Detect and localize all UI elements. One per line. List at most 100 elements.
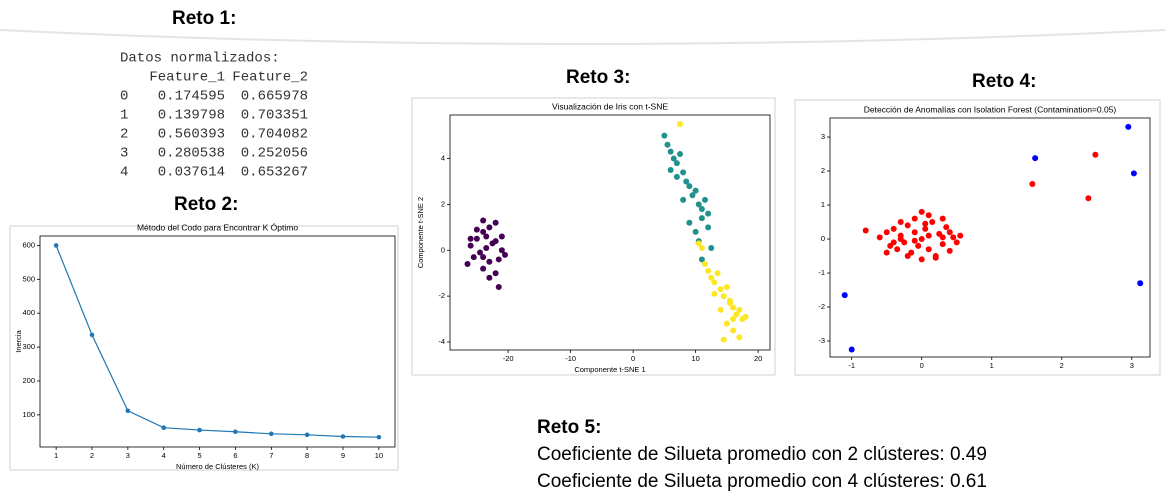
- table-cell: 0.139798: [158, 108, 225, 124]
- point: [492, 219, 499, 226]
- y-tick-label: -3: [818, 336, 825, 345]
- table-cell: 0.037614: [158, 165, 225, 181]
- point: [723, 320, 730, 327]
- point: [925, 212, 932, 219]
- y-axis-label: Componente t-SNE 2: [416, 197, 425, 268]
- point: [473, 226, 480, 233]
- point: [925, 246, 932, 253]
- result-line: Coeficiente de Silueta promedio con 4 cl…: [537, 471, 987, 492]
- point: [904, 253, 911, 260]
- point: [897, 236, 904, 243]
- point: [727, 297, 733, 304]
- point: [698, 256, 705, 263]
- table-cell: 0: [120, 89, 128, 105]
- point: [939, 234, 946, 241]
- point: [486, 258, 493, 265]
- point: [929, 219, 936, 226]
- point: [498, 233, 505, 240]
- y-tick-label: -1: [818, 268, 825, 277]
- point: [480, 217, 487, 224]
- point: [883, 249, 890, 256]
- point: [692, 228, 699, 235]
- point: [932, 254, 939, 261]
- table-cell: 0.252056: [241, 146, 308, 162]
- point: [467, 242, 474, 249]
- point: [698, 215, 705, 222]
- point: [680, 169, 687, 176]
- y-tick-label: 600: [22, 240, 35, 249]
- point: [925, 232, 932, 239]
- figure-frame: [794, 99, 1161, 376]
- section-title: Reto 1:: [172, 8, 236, 29]
- table-cell: 0.653267: [241, 165, 308, 181]
- point: [711, 290, 718, 297]
- point: [486, 274, 493, 281]
- point: [720, 293, 727, 300]
- point: [918, 236, 925, 243]
- y-tick-label: 4: [441, 154, 445, 163]
- table-header: Feature_2: [232, 70, 308, 86]
- x-tick-label: 8: [305, 451, 309, 460]
- point: [677, 121, 683, 128]
- x-tick-label: -20: [503, 354, 514, 363]
- point: [723, 283, 730, 290]
- point: [730, 316, 737, 323]
- point: [673, 173, 680, 180]
- point: [1029, 180, 1036, 187]
- point: [705, 224, 712, 231]
- point: [876, 234, 883, 241]
- point: [939, 241, 946, 248]
- x-tick-label: 0: [631, 354, 635, 363]
- point: [742, 313, 749, 320]
- x-tick-label: 10: [691, 354, 699, 363]
- point: [470, 254, 477, 261]
- y-tick-label: 0: [441, 245, 445, 254]
- x-tick-label: -10: [565, 354, 576, 363]
- table-caption: Datos normalizados:: [120, 51, 280, 67]
- point: [890, 239, 897, 246]
- point: [664, 141, 671, 148]
- point: [911, 229, 918, 236]
- marker: [233, 429, 238, 435]
- x-tick-label: 3: [1130, 361, 1134, 370]
- point: [502, 251, 508, 258]
- point: [667, 148, 674, 155]
- result-line: Coeficiente de Silueta promedio con 2 cl…: [537, 444, 987, 465]
- point: [692, 187, 699, 194]
- y-tick-label: 1: [821, 200, 825, 209]
- table-cell: 0.280538: [158, 146, 225, 162]
- point: [467, 235, 474, 242]
- plot-area: [39, 235, 396, 448]
- point: [890, 225, 897, 232]
- table-cell: 1: [120, 108, 128, 124]
- point: [897, 219, 904, 226]
- x-axis-label: Número de Clústeres (K): [176, 462, 259, 471]
- marker: [161, 425, 167, 430]
- point: [841, 292, 848, 299]
- x-tick-label: 2: [1060, 361, 1064, 370]
- table-cell: 3: [120, 146, 128, 162]
- point: [1032, 155, 1039, 162]
- point: [480, 265, 487, 272]
- point: [473, 235, 480, 242]
- point: [702, 261, 708, 268]
- point: [483, 244, 490, 251]
- point: [702, 196, 708, 203]
- point: [683, 178, 690, 185]
- point: [477, 249, 483, 256]
- y-axis-label: Inercia: [14, 329, 23, 352]
- point: [939, 215, 946, 222]
- point: [680, 196, 687, 203]
- point: [736, 306, 743, 313]
- point: [686, 219, 693, 226]
- x-tick-label: 20: [754, 354, 762, 363]
- point: [904, 222, 911, 229]
- point: [673, 160, 680, 167]
- x-tick-label: 0: [920, 361, 924, 370]
- section-title: Reto 4:: [972, 71, 1036, 92]
- point: [922, 220, 929, 227]
- x-tick-label: 1: [990, 361, 994, 370]
- plot-area: [449, 114, 771, 351]
- point: [848, 346, 855, 353]
